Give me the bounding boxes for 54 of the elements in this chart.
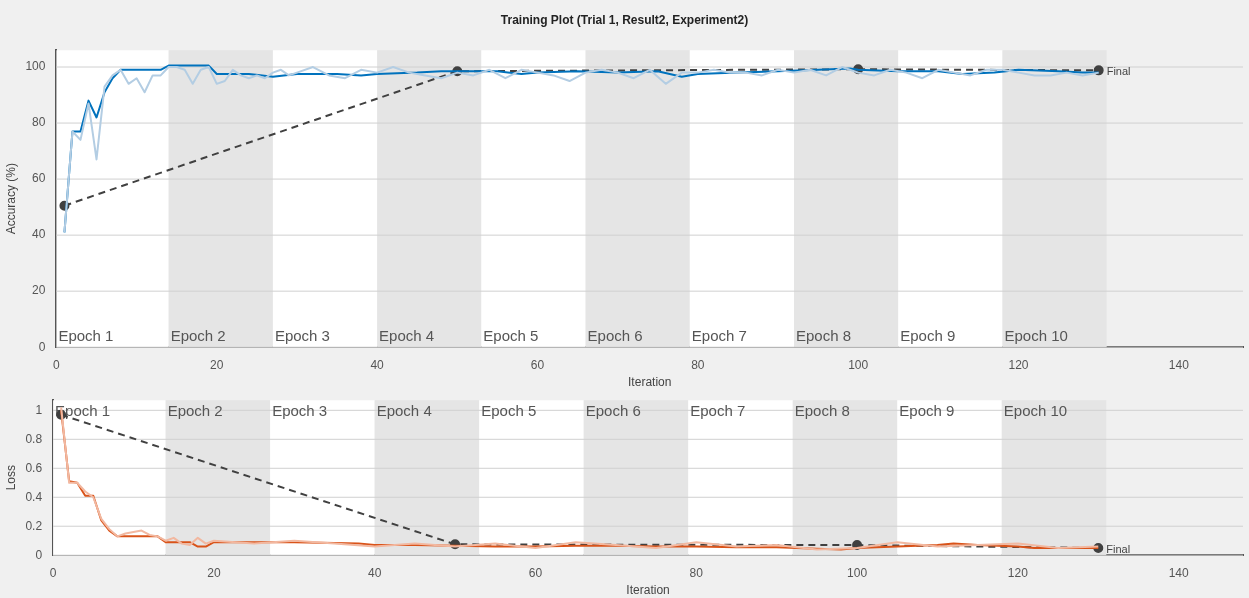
band-label: Epoch 10 — [1003, 401, 1068, 419]
x-tick-label: 60 — [528, 565, 543, 580]
x-tick-label: 120 — [1007, 565, 1029, 580]
band-label: Epoch 4 — [379, 326, 435, 344]
y-tick-label: 60 — [32, 171, 46, 186]
band-label: Epoch 2 — [170, 326, 226, 344]
band-label: Epoch 5 — [481, 401, 537, 419]
x-tick-label: 80 — [689, 565, 704, 580]
x-tick-label: 60 — [530, 357, 545, 372]
x-tick-label: 140 — [1168, 357, 1190, 372]
band-label: Epoch 7 — [691, 326, 747, 344]
y-tick-label: 1 — [35, 402, 43, 417]
x-tick-label: 100 — [847, 565, 868, 580]
x-tick-label: 40 — [370, 357, 385, 372]
band-label: Epoch 7 — [690, 401, 746, 419]
x-tick-label: 0 — [49, 565, 57, 580]
band-label: Epoch 8 — [794, 401, 850, 419]
y-tick-label: 0 — [38, 339, 46, 354]
x-tick-label: 20 — [207, 565, 221, 580]
y-tick-label: 80 — [32, 115, 46, 130]
x-tick-label: 80 — [691, 357, 705, 372]
y-tick-label: 0.4 — [25, 489, 43, 504]
y-tick-label: 0.2 — [25, 518, 43, 533]
y-tick-label: 0.6 — [25, 460, 43, 475]
x-axis-title: Iteration — [626, 583, 670, 598]
band-label: Epoch 1 — [58, 326, 114, 344]
x-tick-label: 120 — [1008, 357, 1029, 372]
x-tick-label: 20 — [210, 357, 224, 372]
annotation: Final — [1106, 542, 1131, 555]
x-axis-title: Iteration — [628, 375, 672, 390]
y-axis-title: Loss — [3, 465, 18, 491]
band-label: Epoch 5 — [483, 326, 539, 344]
x-tick-label: 0 — [53, 357, 61, 372]
x-tick-label: 140 — [1168, 565, 1190, 580]
x-tick-label: 40 — [368, 565, 382, 580]
y-tick-label: 100 — [25, 59, 46, 74]
band-label: Epoch 3 — [274, 326, 330, 344]
y-tick-label: 0.8 — [25, 431, 43, 446]
band-label: Epoch 10 — [1004, 326, 1068, 344]
band-label: Epoch 3 — [272, 401, 328, 419]
annotation: Final — [1106, 65, 1131, 78]
y-tick-label: 40 — [32, 227, 46, 242]
y-tick-label: 20 — [32, 283, 46, 298]
band-label: Epoch 6 — [585, 401, 641, 419]
band-label: Epoch 9 — [900, 326, 956, 344]
band-label: Epoch 9 — [899, 401, 955, 419]
band-label: Epoch 8 — [796, 326, 852, 344]
band-label: Epoch 4 — [376, 401, 432, 419]
band-label: Epoch 2 — [167, 401, 223, 419]
x-tick-label: 100 — [848, 357, 869, 372]
y-axis-title: Accuracy (%) — [3, 163, 18, 235]
band-label: Epoch 6 — [587, 326, 643, 344]
chart-title: Training Plot (Trial 1, Result2, Experiment2) — [499, 12, 750, 29]
y-tick-label: 0 — [35, 547, 43, 562]
